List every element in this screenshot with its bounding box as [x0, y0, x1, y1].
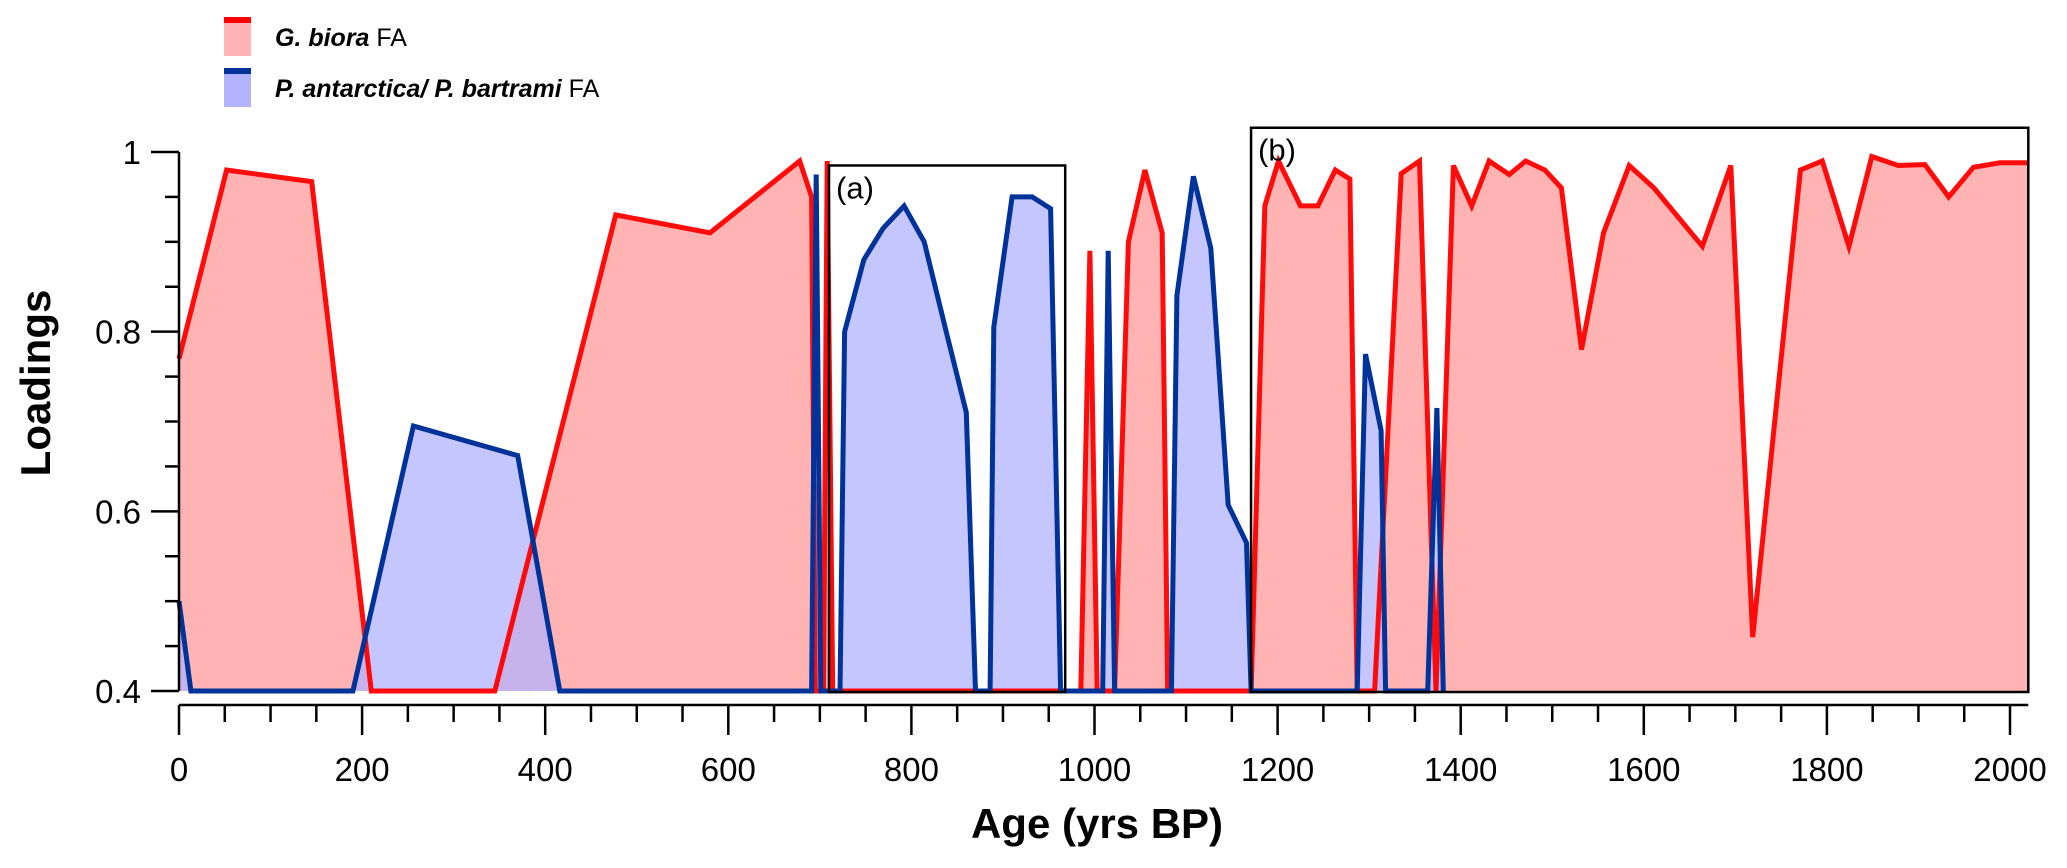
legend-label: G. biora FA — [275, 24, 407, 52]
x-tick-label: 2000 — [1973, 751, 2046, 788]
y-tick-label: 0.8 — [95, 314, 141, 351]
y-tick-label: 0.4 — [95, 673, 141, 710]
plot-areas — [179, 156, 2029, 691]
y-axis: 0.4 0.6 0.8 1 — [95, 134, 181, 710]
y-axis-title: Loadings — [12, 290, 59, 477]
annotation-box-1 — [1249, 126, 2030, 694]
legend-label: P. antarctica/ P. bartrami FA — [275, 75, 600, 103]
series-area-1 — [179, 174, 1444, 691]
legend: G. biora FA P. antarctica/ P. bartrami F… — [224, 17, 600, 107]
x-tick-label: 200 — [335, 751, 390, 788]
x-axis-title: Age (yrs BP) — [971, 800, 1223, 847]
legend-label-species: P. antarctica/ P. bartrami — [275, 75, 563, 103]
annotation-box-0 — [827, 164, 1067, 694]
annotation-boxes: (a) (b) — [827, 126, 2030, 694]
legend-swatch-fill — [224, 71, 251, 107]
annotation-label: (b) — [1258, 133, 1296, 168]
x-tick-label: 1800 — [1790, 751, 1863, 788]
legend-label-species: G. biora — [275, 24, 370, 52]
x-axis: 0 200 400 600 800 1000 1200 1400 1600 1800 2000 — [170, 703, 2047, 788]
y-tick-label: 0.6 — [95, 493, 141, 530]
x-tick-label: 400 — [518, 751, 573, 788]
legend-item-p-antarctica: P. antarctica/ P. bartrami FA — [224, 68, 600, 107]
x-tick-label: 600 — [701, 751, 756, 788]
x-tick-label: 1600 — [1607, 751, 1680, 788]
x-tick-label: 1000 — [1058, 751, 1131, 788]
series-area-0 — [179, 156, 2029, 691]
x-tick-label: 1200 — [1241, 751, 1314, 788]
legend-label-suffix: FA — [369, 24, 407, 52]
annotation-label: (a) — [836, 170, 874, 205]
x-tick-label: 0 — [170, 751, 188, 788]
legend-swatch-line — [224, 68, 251, 74]
x-tick-label: 800 — [884, 751, 939, 788]
x-tick-label: 1400 — [1424, 751, 1497, 788]
legend-label-suffix: FA — [562, 75, 600, 103]
y-tick-label: 1 — [123, 134, 141, 171]
legend-item-g-biora: G. biora FA — [224, 17, 407, 56]
legend-swatch-fill — [224, 20, 251, 56]
legend-swatch-line — [224, 17, 251, 23]
